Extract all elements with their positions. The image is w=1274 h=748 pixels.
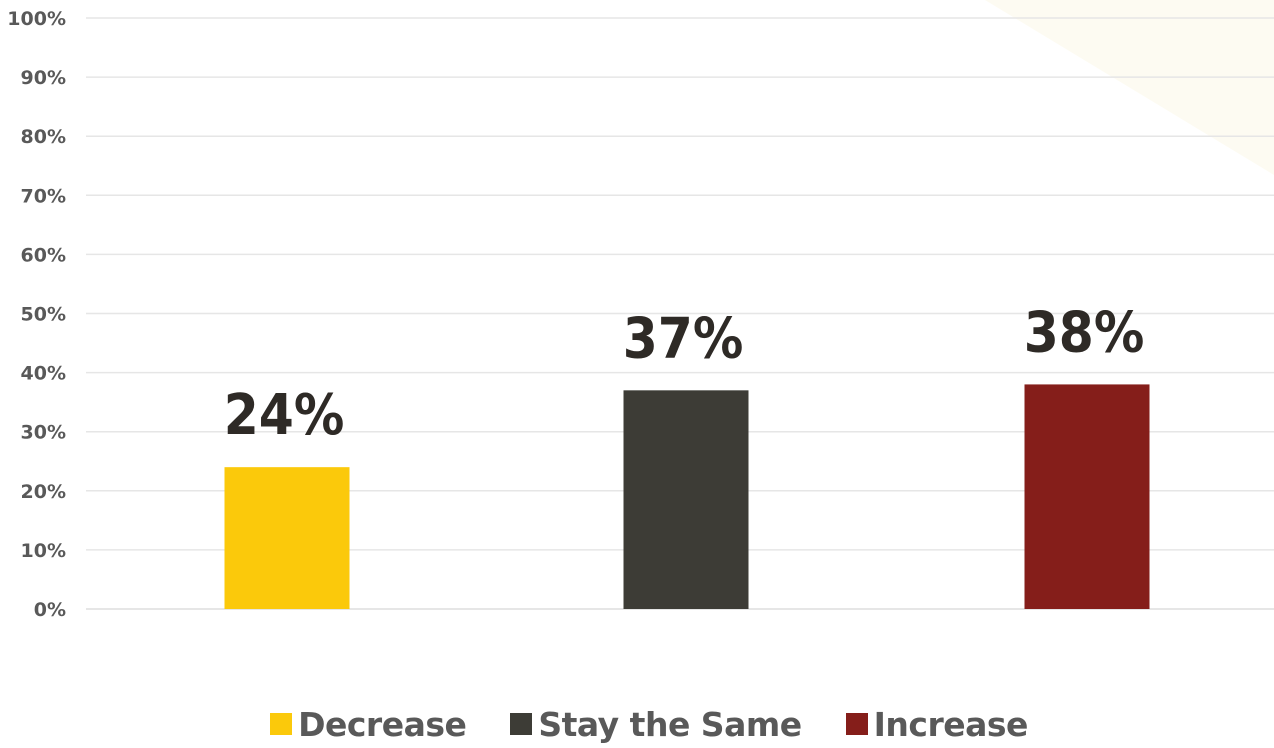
legend-item-stay-the-same: Stay the Same	[510, 704, 802, 744]
y-tick-label: 10%	[21, 540, 66, 562]
legend-label-decrease: Decrease	[298, 704, 467, 744]
legend-swatch-stay-the-same	[510, 713, 533, 735]
data-label-stay-the-same: 37%	[623, 306, 744, 371]
legend-label-increase: Increase	[873, 704, 1029, 744]
data-label-increase: 38%	[1024, 300, 1145, 365]
y-tick-label: 60%	[21, 244, 66, 266]
y-tick-label: 100%	[7, 8, 66, 30]
bar-decrease	[224, 467, 350, 609]
y-tick-label: 40%	[21, 363, 66, 385]
y-tick-label: 80%	[21, 126, 66, 148]
legend-label-stay-the-same: Stay the Same	[538, 704, 802, 744]
bar-chart: 0% 10% 20% 30% 40% 50% 60% 70% 80% 90% 100% 24% 37%…	[7, 8, 1274, 621]
bar-stay-the-same	[623, 390, 749, 609]
bars	[224, 384, 1150, 609]
y-tick-label: 90%	[21, 67, 66, 89]
y-tick-label: 50%	[21, 304, 66, 326]
y-tick-label: 20%	[21, 481, 66, 503]
legend-item-decrease: Decrease	[270, 704, 467, 744]
y-tick-label: 0%	[34, 599, 66, 621]
legend: Decrease Stay the Same Increase	[0, 700, 1274, 748]
legend-swatch-increase	[845, 713, 868, 735]
y-axis-ticks: 0% 10% 20% 30% 40% 50% 60% 70% 80% 90% 100%	[7, 8, 66, 621]
y-tick-label: 30%	[21, 422, 66, 444]
legend-swatch-decrease	[270, 713, 293, 735]
data-label-decrease: 24%	[224, 383, 345, 448]
y-tick-label: 70%	[21, 185, 66, 207]
legend-item-increase: Increase	[845, 704, 1029, 744]
data-labels: 24% 37% 38%	[224, 300, 1145, 448]
corner-accent-shape	[985, 0, 1274, 175]
bar-increase	[1024, 384, 1150, 609]
